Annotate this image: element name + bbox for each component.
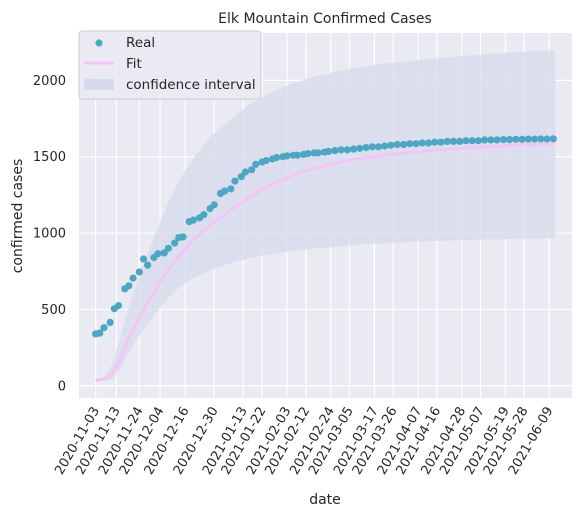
real-point: [412, 140, 420, 148]
real-point: [368, 143, 376, 151]
real-point: [189, 216, 197, 224]
real-point: [171, 239, 179, 247]
real-point: [231, 177, 239, 185]
real-point: [135, 268, 143, 276]
fit-line-group: [95, 142, 556, 382]
y-tick-label: 500: [41, 303, 66, 318]
real-point: [160, 249, 168, 257]
y-tick-label: 1000: [33, 227, 66, 242]
real-point: [456, 137, 464, 145]
real-point: [100, 324, 108, 332]
real-point: [481, 136, 489, 144]
real-point: [252, 160, 260, 168]
real-point: [343, 146, 351, 154]
real-point: [350, 145, 358, 153]
real-point: [506, 136, 514, 144]
legend-label: Real: [126, 35, 155, 51]
real-point: [406, 140, 414, 148]
real-point: [418, 139, 426, 147]
real-point: [304, 150, 312, 158]
real-point: [241, 168, 249, 176]
real-point: [331, 147, 339, 155]
real-points: [92, 135, 557, 338]
real-point: [314, 149, 322, 157]
fit-line: [95, 142, 556, 382]
real-point: [399, 140, 408, 149]
real-point: [543, 135, 551, 143]
real-point: [381, 142, 389, 150]
real-point: [221, 187, 229, 195]
real-point: [549, 135, 557, 143]
real-point: [227, 185, 235, 193]
real-point: [325, 147, 333, 155]
x-axis-label: date: [309, 492, 341, 508]
real-point: [164, 244, 172, 252]
real-point: [443, 137, 451, 145]
confidence-interval-area: [95, 50, 556, 382]
real-point: [518, 135, 526, 143]
real-point: [96, 329, 104, 337]
real-point: [179, 233, 187, 241]
real-point: [144, 261, 152, 269]
legend-real-marker: [95, 39, 103, 47]
x-tick-labels: 2020-11-032020-11-132020-11-242020-12-04…: [52, 404, 556, 477]
real-point: [474, 137, 482, 145]
real-point: [154, 250, 162, 258]
legend-label: confidence interval: [126, 77, 256, 93]
legend: Real Fit confidence interval: [78, 30, 262, 100]
real-point: [262, 156, 270, 165]
real-point: [210, 201, 218, 209]
real-point: [237, 173, 245, 181]
real-point: [139, 255, 148, 263]
real-point: [487, 136, 495, 144]
real-point: [531, 135, 539, 143]
real-point: [512, 135, 520, 143]
real-point: [524, 135, 532, 143]
real-point: [537, 135, 545, 143]
confidence-band: [95, 50, 556, 382]
real-point: [106, 318, 114, 326]
real-point: [449, 137, 457, 145]
real-point: [356, 144, 364, 152]
real-point: [293, 151, 301, 159]
real-point: [462, 137, 470, 145]
real-point: [468, 137, 476, 145]
real-point: [129, 274, 137, 282]
legend-box: [78, 30, 262, 100]
real-point: [200, 211, 208, 219]
real-point: [393, 140, 401, 149]
y-tick-labels: 0 500 1000 1500 2000: [33, 74, 66, 394]
real-point: [424, 139, 433, 147]
legend-label: Fit: [126, 56, 142, 72]
y-tick-label: 0: [58, 379, 66, 394]
real-point: [387, 141, 395, 149]
legend-ci-swatch: [84, 79, 114, 90]
real-point: [273, 153, 281, 162]
chart-title: Elk Mountain Confirmed Cases: [218, 11, 432, 27]
real-point: [437, 138, 445, 146]
real-point: [374, 143, 383, 151]
real-point: [248, 166, 256, 174]
real-point: [125, 282, 133, 290]
real-point: [362, 143, 370, 152]
y-tick-label: 1500: [33, 150, 66, 165]
real-point: [493, 136, 501, 144]
y-tick-label: 2000: [33, 74, 66, 89]
y-axis-label: confirmed cases: [10, 159, 26, 274]
real-point: [114, 302, 123, 310]
real-point: [431, 138, 439, 146]
real-point: [499, 136, 507, 144]
real-point: [283, 152, 291, 160]
real-point: [337, 146, 345, 154]
